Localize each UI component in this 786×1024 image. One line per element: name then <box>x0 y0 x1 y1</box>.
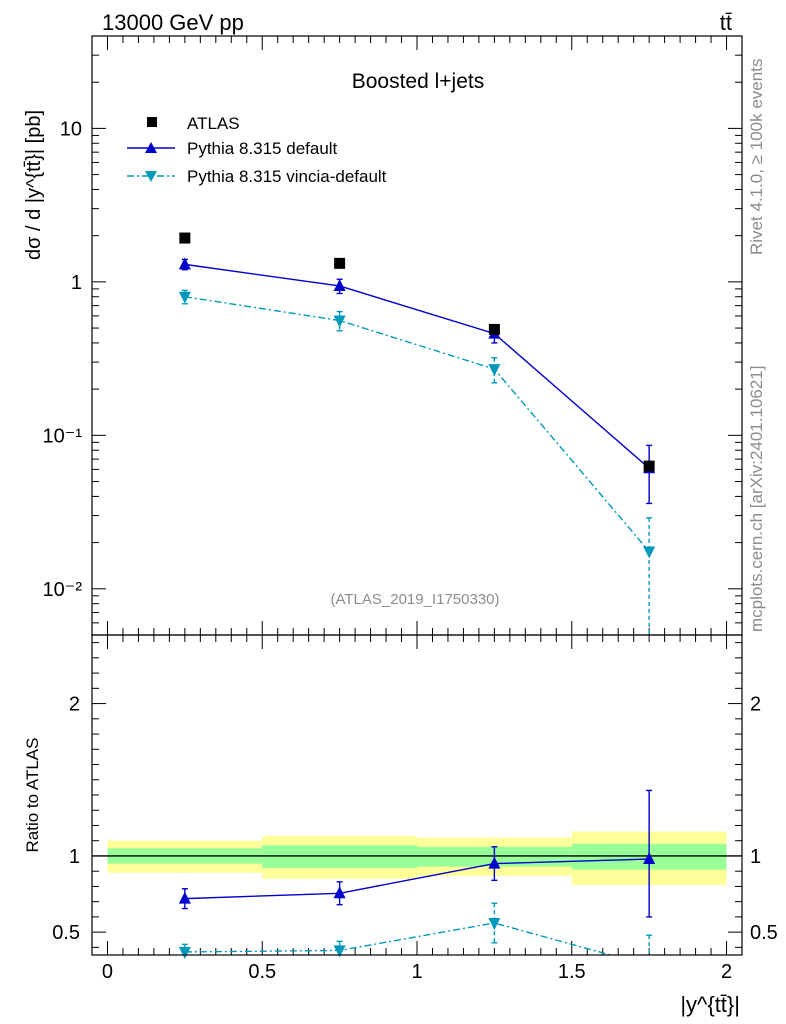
main-atlas-point <box>179 232 191 244</box>
rivet-version-label: Rivet 4.1.0, ≥ 100k events <box>747 59 766 255</box>
main-panel: 10 1 10⁻¹ 10⁻² Boosted l+jets (ATLAS_2019_I… <box>23 35 743 636</box>
ratio-y-tick-label-right: 2 <box>750 694 761 716</box>
ratio-x-tick-label: 2 <box>721 961 732 983</box>
ratio-default-point <box>178 891 191 904</box>
main-y-axis-label: dσ / d |y^{tt̄}| [pb] <box>23 110 45 260</box>
ratio-y-tick-label-right: 0.5 <box>750 922 778 944</box>
ratio-band-inner <box>262 845 417 869</box>
main-vincia-line <box>184 296 650 552</box>
ratio-default-point <box>488 856 501 869</box>
main-atlas-point <box>488 323 500 335</box>
ratio-y-axis-label: Ratio to ATLAS <box>23 738 42 853</box>
ratio-y-tick-label: 1 <box>69 846 80 868</box>
ratio-panel: 0 0.5 1 1.5 2 0.5 0.5 1 1 2 2 Ratio to ATLAS |y^{t… <box>23 634 778 1017</box>
analysis-watermark: (ATLAS_2019_I1750330) <box>330 591 499 608</box>
energy-label: 13000 GeV pp <box>102 10 244 35</box>
ratio-x-tick-label: 1.5 <box>558 961 586 983</box>
ratio-y-tick-label: 0.5 <box>52 922 80 944</box>
ratio-x-tick-label: 0.5 <box>248 961 276 983</box>
ratio-default-point <box>333 886 346 899</box>
ratio-frame <box>91 634 743 956</box>
ratio-x-tick-label: 0 <box>102 961 113 983</box>
main-y-tick-label: 10 <box>60 118 82 140</box>
main-vincia-point <box>488 364 501 377</box>
main-default-line <box>184 263 650 469</box>
x-axis-label: |y^{tt̄}| <box>680 992 740 1017</box>
process-label: tt̄ <box>720 10 732 35</box>
main-vincia-point <box>178 291 191 304</box>
ratio-bands <box>92 831 742 885</box>
main-y-tick-label: 10⁻² <box>43 579 83 601</box>
legend-default-marker <box>145 142 157 153</box>
main-y-axis-label-text: dσ / d |y^{tt̄}| [pb] <box>23 110 45 260</box>
ratio-y-axis-label-text: Ratio to ATLAS <box>23 738 42 853</box>
ratio-ticks: 0 0.5 1 1.5 2 0.5 0.5 1 1 2 2 <box>52 635 778 983</box>
main-vincia-point <box>333 315 346 328</box>
legend: ATLAS Pythia 8.315 default Pythia 8.315 … <box>127 114 387 186</box>
ratio-default-line <box>184 858 650 900</box>
ratio-default-point <box>643 852 656 864</box>
legend-vincia-marker <box>145 171 157 182</box>
ratio-x-tick-label: 1 <box>411 961 422 983</box>
ratio-vincia-point <box>488 918 501 930</box>
main-series <box>178 232 656 635</box>
legend-atlas-marker <box>147 117 157 127</box>
main-atlas-point <box>643 460 655 472</box>
ratio-y-tick-label-right: 1 <box>750 846 761 868</box>
ratio-series <box>178 789 656 959</box>
ratio-vincia-line <box>184 922 614 955</box>
main-atlas-point <box>334 257 346 269</box>
mcplots-source-label: mcplots.cern.ch [arXiv:2401.10621] <box>747 366 766 632</box>
main-y-tick-label: 1 <box>71 272 82 294</box>
legend-default-label: Pythia 8.315 default <box>187 139 338 158</box>
legend-atlas-label: ATLAS <box>187 114 240 133</box>
main-vincia-point <box>643 546 656 559</box>
main-y-tick-label: 10⁻¹ <box>43 425 83 447</box>
main-ticks: 10 1 10⁻¹ 10⁻² <box>43 35 742 636</box>
main-default-point <box>333 278 346 291</box>
ratio-vincia-point <box>333 945 346 958</box>
ratio-y-tick-label: 2 <box>69 694 80 716</box>
main-default-point <box>178 257 191 270</box>
plot-title: Boosted l+jets <box>352 70 485 93</box>
legend-vincia-label: Pythia 8.315 vincia-default <box>187 167 387 186</box>
ratio-vincia-point <box>178 946 191 959</box>
